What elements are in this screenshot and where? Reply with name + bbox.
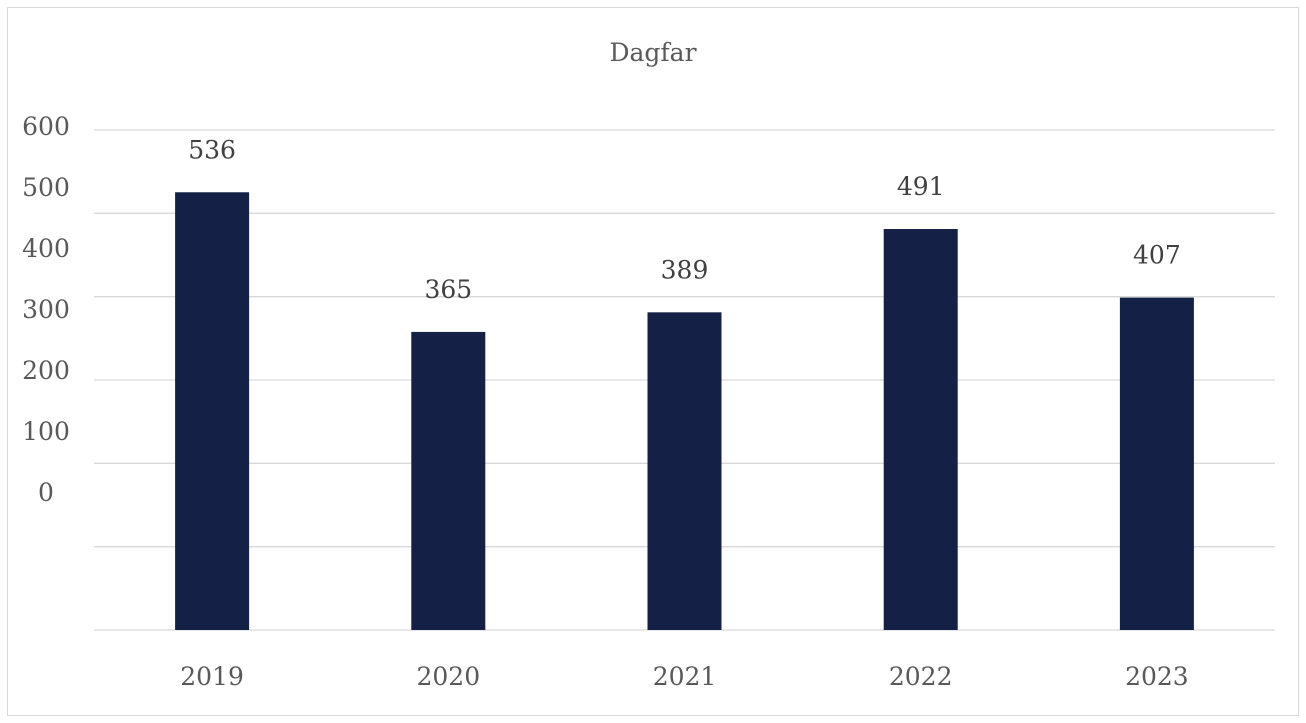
y-tick-label: 100 [22, 417, 70, 446]
data-label: 365 [424, 275, 472, 304]
data-label: 491 [897, 172, 945, 201]
chart-title: Dagfar [609, 38, 697, 67]
bar [647, 312, 722, 630]
y-tick-label: 400 [22, 234, 70, 263]
y-axis-labels: 600 500 400 300 200 100 0 [22, 112, 70, 507]
x-tick-label: 2022 [889, 662, 953, 691]
y-tick-label: 200 [22, 356, 70, 385]
y-tick-label: 0 [38, 478, 54, 507]
bar [1119, 297, 1194, 630]
x-axis-labels: 2019 2020 2021 2022 2023 [180, 662, 1188, 691]
data-labels: 536 365 389 491 407 [188, 135, 1181, 304]
y-tick-label: 600 [22, 112, 70, 141]
x-tick-label: 2020 [416, 662, 480, 691]
x-tick-label: 2021 [653, 662, 717, 691]
data-label: 407 [1133, 241, 1181, 270]
bar [175, 192, 250, 630]
x-tick-label: 2023 [1125, 662, 1189, 691]
bars [175, 192, 1194, 630]
bar [411, 331, 486, 630]
y-tick-label: 300 [22, 295, 70, 324]
x-tick-label: 2019 [180, 662, 244, 691]
bar [883, 229, 958, 630]
data-label: 536 [188, 135, 236, 164]
y-tick-label: 500 [22, 173, 70, 202]
data-label: 389 [661, 255, 709, 284]
